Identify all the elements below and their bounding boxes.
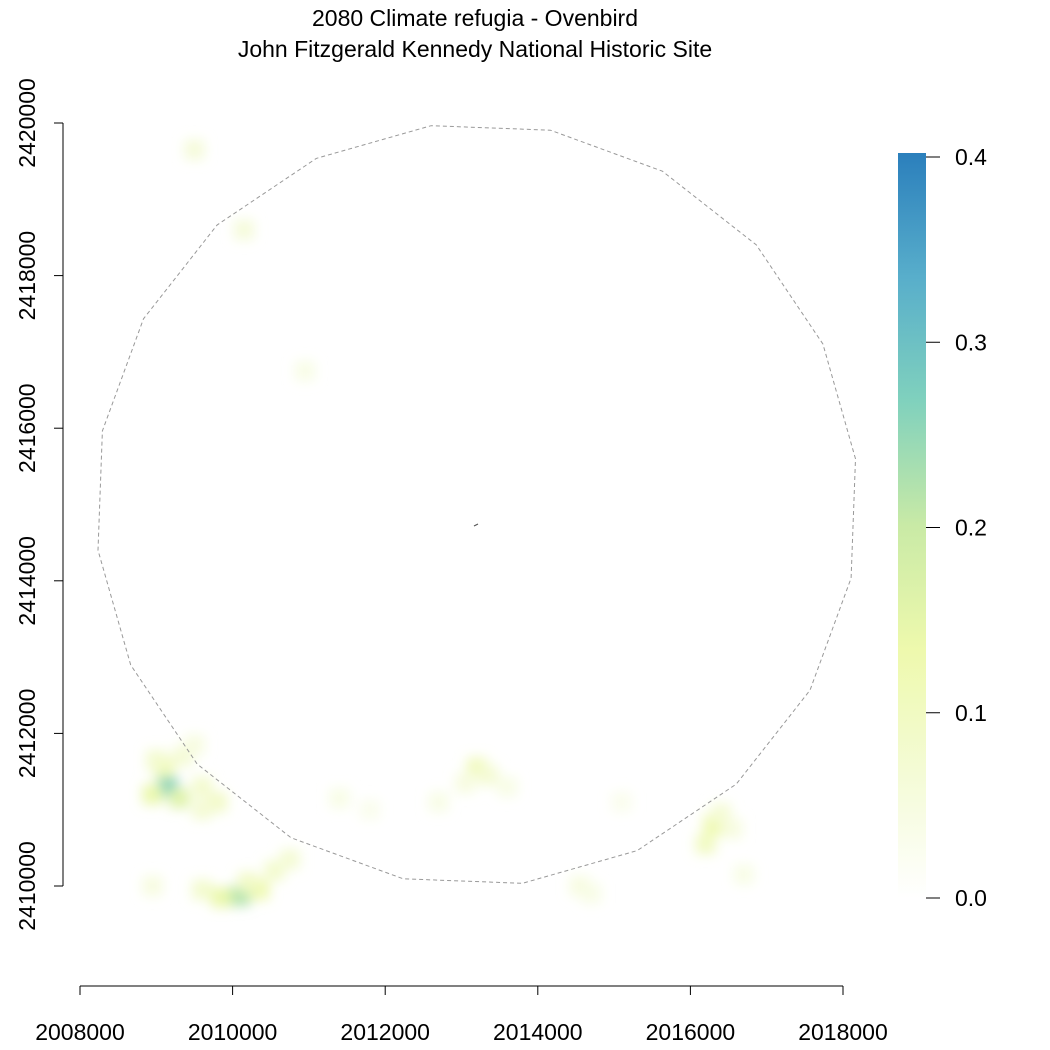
chart-title: 2080 Climate refugia - Ovenbird [312, 5, 638, 31]
raster-cell [184, 139, 205, 160]
raster-cell [142, 876, 163, 896]
raster-cell [192, 879, 212, 900]
y-tick-label: 2410000 [14, 841, 40, 931]
raster-cell [329, 788, 350, 809]
legend-tick-label: 0.4 [955, 144, 987, 170]
y-tick-label: 2420000 [14, 78, 40, 168]
raster-cell [279, 849, 300, 870]
raster-cell [478, 765, 499, 786]
park-boundary-circle [97, 125, 857, 884]
y-tick-label: 2418000 [14, 231, 40, 321]
raster-cells [142, 139, 754, 908]
raster-cell [295, 361, 316, 381]
raster-cell [169, 788, 190, 809]
raster-cell [264, 860, 285, 881]
raster-cell [695, 834, 716, 854]
park-centroid-mark [473, 523, 479, 527]
x-tick-label: 2014000 [493, 1019, 583, 1045]
raster-cell [184, 734, 205, 755]
raster-cell [722, 818, 743, 839]
x-tick-label: 2012000 [340, 1019, 430, 1045]
x-tick-label: 2016000 [646, 1019, 736, 1045]
legend-ticks: 0.0 0.1 0.2 0.3 0.4 [926, 144, 987, 911]
raster-cell [234, 219, 254, 240]
raster-cell [611, 792, 632, 812]
raster-cell [192, 776, 212, 797]
raster-cell [360, 799, 380, 820]
y-axis: 2410000 2412000 2414000 2416000 2418000 24200… [14, 78, 64, 931]
y-tick-label: 2414000 [14, 536, 40, 626]
raster-cell [237, 872, 258, 893]
raster-cell [146, 750, 167, 771]
raster-cell [581, 883, 602, 904]
raster-cell [207, 792, 228, 812]
legend-tick-label: 0.1 [955, 700, 987, 726]
x-tick-label: 2008000 [35, 1019, 125, 1045]
raster-cell [455, 773, 476, 793]
legend-color-bar [898, 153, 926, 898]
x-tick-label: 2010000 [188, 1019, 278, 1045]
raster-cell [428, 792, 449, 812]
raster-cell [142, 784, 163, 805]
raster-cell [192, 799, 212, 820]
legend-tick-label: 0.2 [955, 515, 987, 541]
raster-cell [497, 776, 518, 797]
legend-tick-label: 0.3 [955, 329, 987, 355]
color-legend: 0.0 0.1 0.2 0.3 0.4 [898, 144, 987, 911]
x-tick-label: 2018000 [798, 1019, 888, 1045]
legend-tick-label: 0.0 [955, 885, 987, 911]
raster-cell [711, 803, 731, 824]
x-axis: 2008000 2010000 2012000 2014000 2016000 20180… [35, 985, 888, 1045]
chart-subtitle: John Fitzgerald Kennedy National Histori… [237, 36, 713, 62]
raster-cell [211, 887, 232, 908]
y-tick-label: 2412000 [14, 689, 40, 779]
raster-cell [733, 864, 754, 885]
y-tick-label: 2416000 [14, 383, 40, 473]
